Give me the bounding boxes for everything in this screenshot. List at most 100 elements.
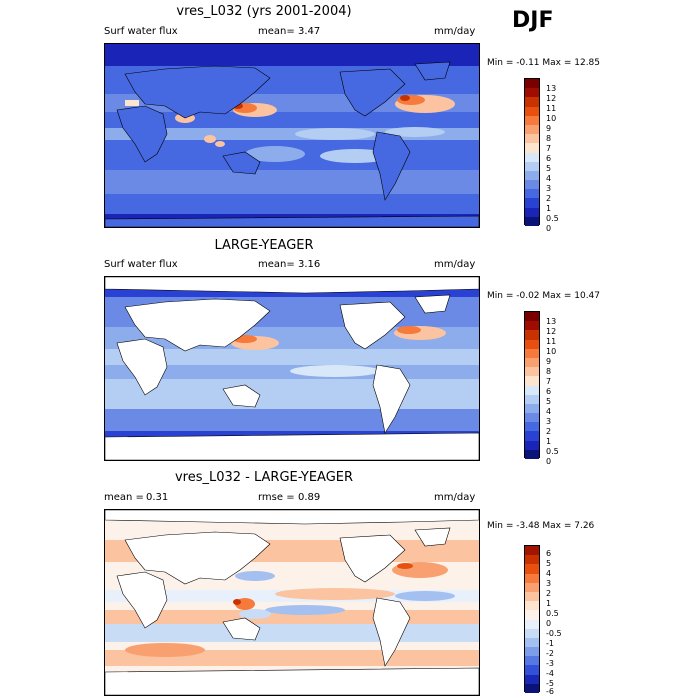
colorbar-swatch bbox=[525, 357, 539, 368]
colorbar-tick: 8 bbox=[546, 134, 552, 143]
colorbar-swatch bbox=[525, 422, 539, 432]
colorbar-swatch bbox=[525, 610, 539, 620]
colorbar-tick: 13 bbox=[546, 317, 557, 326]
colorbar-tick: 4 bbox=[546, 569, 552, 578]
colorbar-swatch bbox=[525, 115, 539, 125]
world-map-difference bbox=[105, 510, 479, 695]
mean-value: 3.47 bbox=[298, 26, 321, 37]
colorbar-tick: -3 bbox=[546, 659, 554, 668]
colorbar-swatch bbox=[525, 134, 539, 144]
colorbar-swatch bbox=[525, 207, 539, 217]
colorbar-tick: 8 bbox=[546, 367, 552, 376]
colorbar-tick: 5 bbox=[546, 397, 552, 406]
colorbar-swatch bbox=[525, 619, 539, 629]
colorbar-swatch bbox=[525, 601, 539, 611]
colorbar-swatch bbox=[525, 403, 539, 414]
colorbar-swatch bbox=[525, 330, 539, 340]
variable-label: Surf water flux bbox=[104, 26, 178, 37]
colorbar-tick: -6 bbox=[546, 687, 554, 696]
colorbar-tick: 3 bbox=[546, 579, 552, 588]
colorbar-swatch bbox=[525, 106, 539, 116]
map-plot bbox=[104, 43, 480, 228]
colorbar-tick: 1 bbox=[546, 204, 552, 213]
colorbar-tick: 7 bbox=[546, 377, 552, 386]
colorbar-tick: 0.5 bbox=[546, 609, 559, 618]
colorbar-swatch bbox=[525, 665, 539, 675]
colorbar-tick: 6 bbox=[546, 549, 552, 558]
colorbar-tick: 0.5 bbox=[546, 214, 559, 223]
colorbar-swatch bbox=[525, 564, 539, 574]
colorbar-swatch bbox=[525, 170, 539, 181]
colorbar-tick: 6 bbox=[546, 154, 552, 163]
colorbar-swatch bbox=[525, 348, 539, 358]
panel-title: vres_L032 (yrs 2001-2004) bbox=[176, 4, 352, 19]
colorbar-swatch bbox=[525, 180, 539, 190]
colorbar-swatch bbox=[525, 656, 539, 666]
colorbar-swatch bbox=[525, 573, 539, 583]
panel-title: LARGE-YEAGER bbox=[214, 238, 314, 253]
colorbar-tick: 11 bbox=[546, 337, 557, 346]
map-plot bbox=[104, 509, 480, 696]
colorbar-swatch bbox=[525, 189, 539, 199]
colorbar-tick: 2 bbox=[546, 194, 552, 203]
colorbar-tick: 4 bbox=[546, 174, 552, 183]
colorbar-tick: 0 bbox=[546, 224, 552, 233]
colorbar-tick: 1 bbox=[546, 599, 552, 608]
units-label: mm/day bbox=[434, 259, 476, 270]
rmse-label: rmse = bbox=[258, 492, 295, 503]
colorbar-swatch bbox=[525, 376, 539, 386]
colorbar-tick: 3 bbox=[546, 417, 552, 426]
colorbar-swatch bbox=[525, 312, 539, 322]
colorbar-swatches bbox=[524, 545, 540, 693]
units-label: mm/day bbox=[434, 26, 476, 37]
colorbar-swatch bbox=[525, 647, 539, 657]
colorbar-tick: 0.5 bbox=[546, 447, 559, 456]
colorbar bbox=[524, 545, 540, 693]
colorbar-swatch bbox=[525, 394, 539, 404]
colorbar-swatch bbox=[525, 367, 539, 377]
colorbar-tick: -4 bbox=[546, 669, 554, 678]
colorbar-tick: 11 bbox=[546, 104, 557, 113]
colorbar-swatch bbox=[525, 674, 539, 684]
colorbar-tick: -0.5 bbox=[546, 629, 562, 638]
colorbar-swatch bbox=[525, 555, 539, 565]
minmax-label: Min = -0.11 Max = 12.85 bbox=[487, 58, 601, 68]
colorbar-swatch bbox=[525, 97, 539, 107]
colorbar-swatch bbox=[525, 143, 539, 153]
colorbar-tick: 5 bbox=[546, 559, 552, 568]
colorbar-swatch bbox=[525, 683, 539, 693]
colorbar-tick: 0 bbox=[546, 619, 552, 628]
panel-title: vres_L032 - LARGE-YEAGER bbox=[174, 470, 354, 485]
colorbar-swatch bbox=[525, 152, 539, 162]
colorbar-swatch bbox=[525, 449, 539, 459]
minmax-label: Min = -3.48 Max = 7.26 bbox=[487, 521, 595, 531]
colorbar-swatch bbox=[525, 431, 539, 441]
colorbar-swatch bbox=[525, 79, 539, 89]
colorbar-swatch bbox=[525, 216, 539, 226]
colorbar-swatch bbox=[525, 413, 539, 423]
colorbar-swatch bbox=[525, 591, 539, 602]
colorbar-tick: -1 bbox=[546, 639, 554, 648]
season-label: DJF bbox=[512, 8, 554, 33]
mean-value: 3.16 bbox=[298, 259, 321, 270]
minmax-label: Min = -0.02 Max = 10.47 bbox=[487, 291, 601, 301]
colorbar bbox=[524, 78, 540, 226]
colorbar-tick: 13 bbox=[546, 84, 557, 93]
colorbar-tick: -5 bbox=[546, 679, 554, 688]
colorbar-tick: 4 bbox=[546, 407, 552, 416]
colorbar-swatch bbox=[525, 198, 539, 208]
variable-label: Surf water flux bbox=[104, 259, 178, 270]
rmse-value: 0.89 bbox=[298, 492, 321, 503]
colorbar-tick: 10 bbox=[546, 347, 557, 356]
colorbar-swatch bbox=[525, 440, 539, 450]
colorbar-swatch bbox=[525, 321, 539, 331]
colorbar-tick: 0 bbox=[546, 457, 552, 466]
colorbar-swatch bbox=[525, 637, 539, 648]
colorbar bbox=[524, 311, 540, 459]
colorbar-tick: 7 bbox=[546, 144, 552, 153]
mean-label: mean= bbox=[258, 26, 295, 37]
colorbar-tick: 5 bbox=[546, 164, 552, 173]
colorbar-tick: 12 bbox=[546, 327, 557, 336]
colorbar-tick: 12 bbox=[546, 94, 557, 103]
colorbar-tick: 9 bbox=[546, 357, 552, 366]
